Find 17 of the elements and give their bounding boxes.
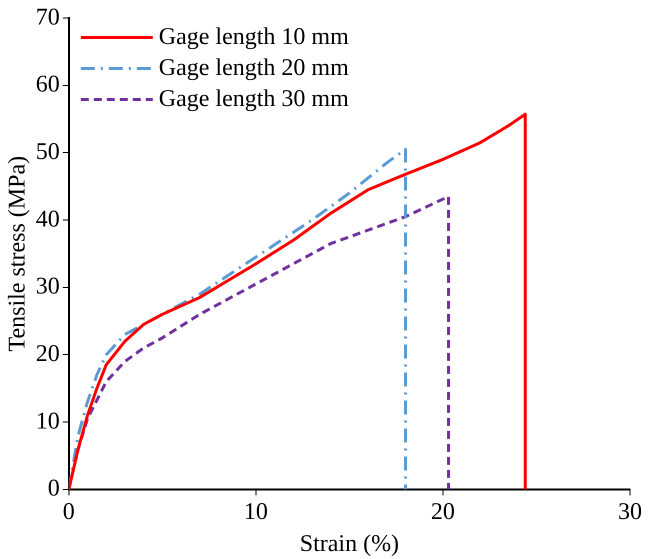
x-axis-title: Strain (%) <box>300 530 400 557</box>
x-tick-label: 20 <box>430 499 455 526</box>
y-tick-label: 20 <box>36 341 60 368</box>
y-tick-label: 10 <box>36 408 60 434</box>
x-tick-label: 10 <box>244 499 268 526</box>
y-tick-label: 60 <box>36 72 60 98</box>
legend-label: Gage length 30 mm <box>158 86 350 112</box>
y-tick-label: 50 <box>36 138 60 165</box>
y-tick-label: 0 <box>48 476 60 502</box>
x-tick-label: 30 <box>618 499 642 526</box>
line-series <box>68 148 408 490</box>
legend-label: Gage length 10 mm <box>158 24 350 50</box>
y-tick-label: 70 <box>36 4 60 30</box>
y-axis-title: Tensile stress (MPa) <box>4 156 31 352</box>
y-tick-label: 40 <box>36 206 60 232</box>
y-tick-label: 30 <box>36 274 60 300</box>
legend-label: Gage length 20 mm <box>158 54 350 81</box>
